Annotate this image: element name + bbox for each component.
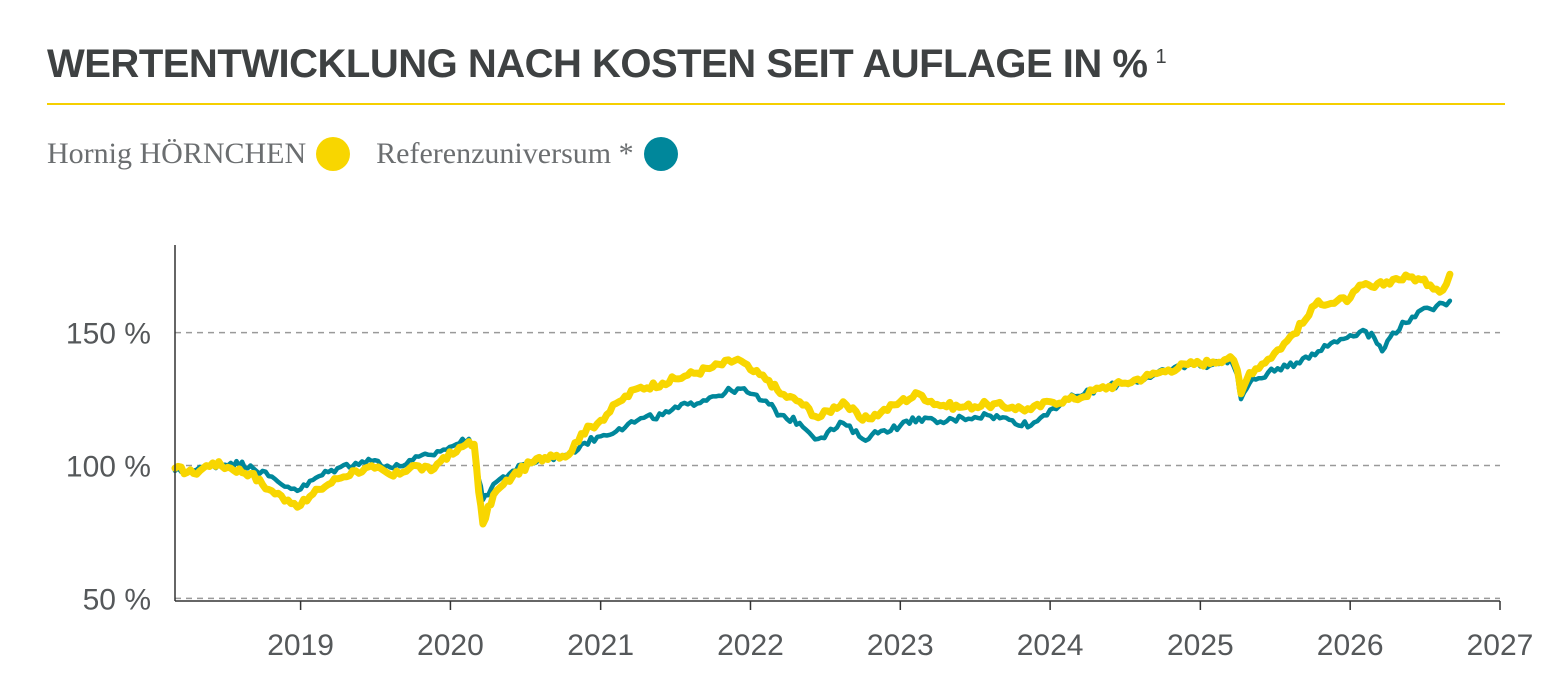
x-tick-label: 2019 <box>267 629 334 662</box>
x-tick-label: 2023 <box>867 629 934 662</box>
legend-label-fund: Hornig HÖRNCHEN <box>47 137 307 170</box>
x-tick-label: 2026 <box>1317 629 1384 662</box>
x-tick-label: 2022 <box>717 629 784 662</box>
legend-item-fund: Hornig HÖRNCHEN <box>47 137 351 171</box>
x-tick-label: 2020 <box>417 629 484 662</box>
legend-swatch-fund <box>316 137 351 171</box>
y-tick-label: 150 % <box>66 318 151 351</box>
series-line-fund <box>171 270 1454 528</box>
title-footnote-marker: 1 <box>1155 46 1167 68</box>
x-tick-label: 2025 <box>1167 629 1234 662</box>
y-tick-label: 50 % <box>83 583 151 616</box>
title-divider <box>47 103 1505 105</box>
legend-swatch-reference <box>643 137 678 171</box>
chart-legend: Hornig HÖRNCHEN Referenzuniversum * <box>47 134 704 174</box>
x-tick-label: 2024 <box>1017 629 1084 662</box>
x-tick-label: 2027 <box>1467 629 1534 662</box>
y-tick-label: 100 % <box>66 451 151 484</box>
x-tick-label: 2021 <box>567 629 634 662</box>
chart-title-text: WERTENTWICKLUNG NACH KOSTEN SEIT AUFLAGE… <box>47 42 1148 86</box>
axes: 50 % 100 % 150 % 2019 2020 2021 2022 2023 2024 20… <box>66 245 1533 662</box>
series-lines <box>171 270 1454 528</box>
legend-item-reference: Referenzuniversum * <box>376 137 678 171</box>
chart-title: WERTENTWICKLUNG NACH KOSTEN SEIT AUFLAGE… <box>47 42 1167 87</box>
legend-label-reference: Referenzuniversum * <box>376 137 634 170</box>
